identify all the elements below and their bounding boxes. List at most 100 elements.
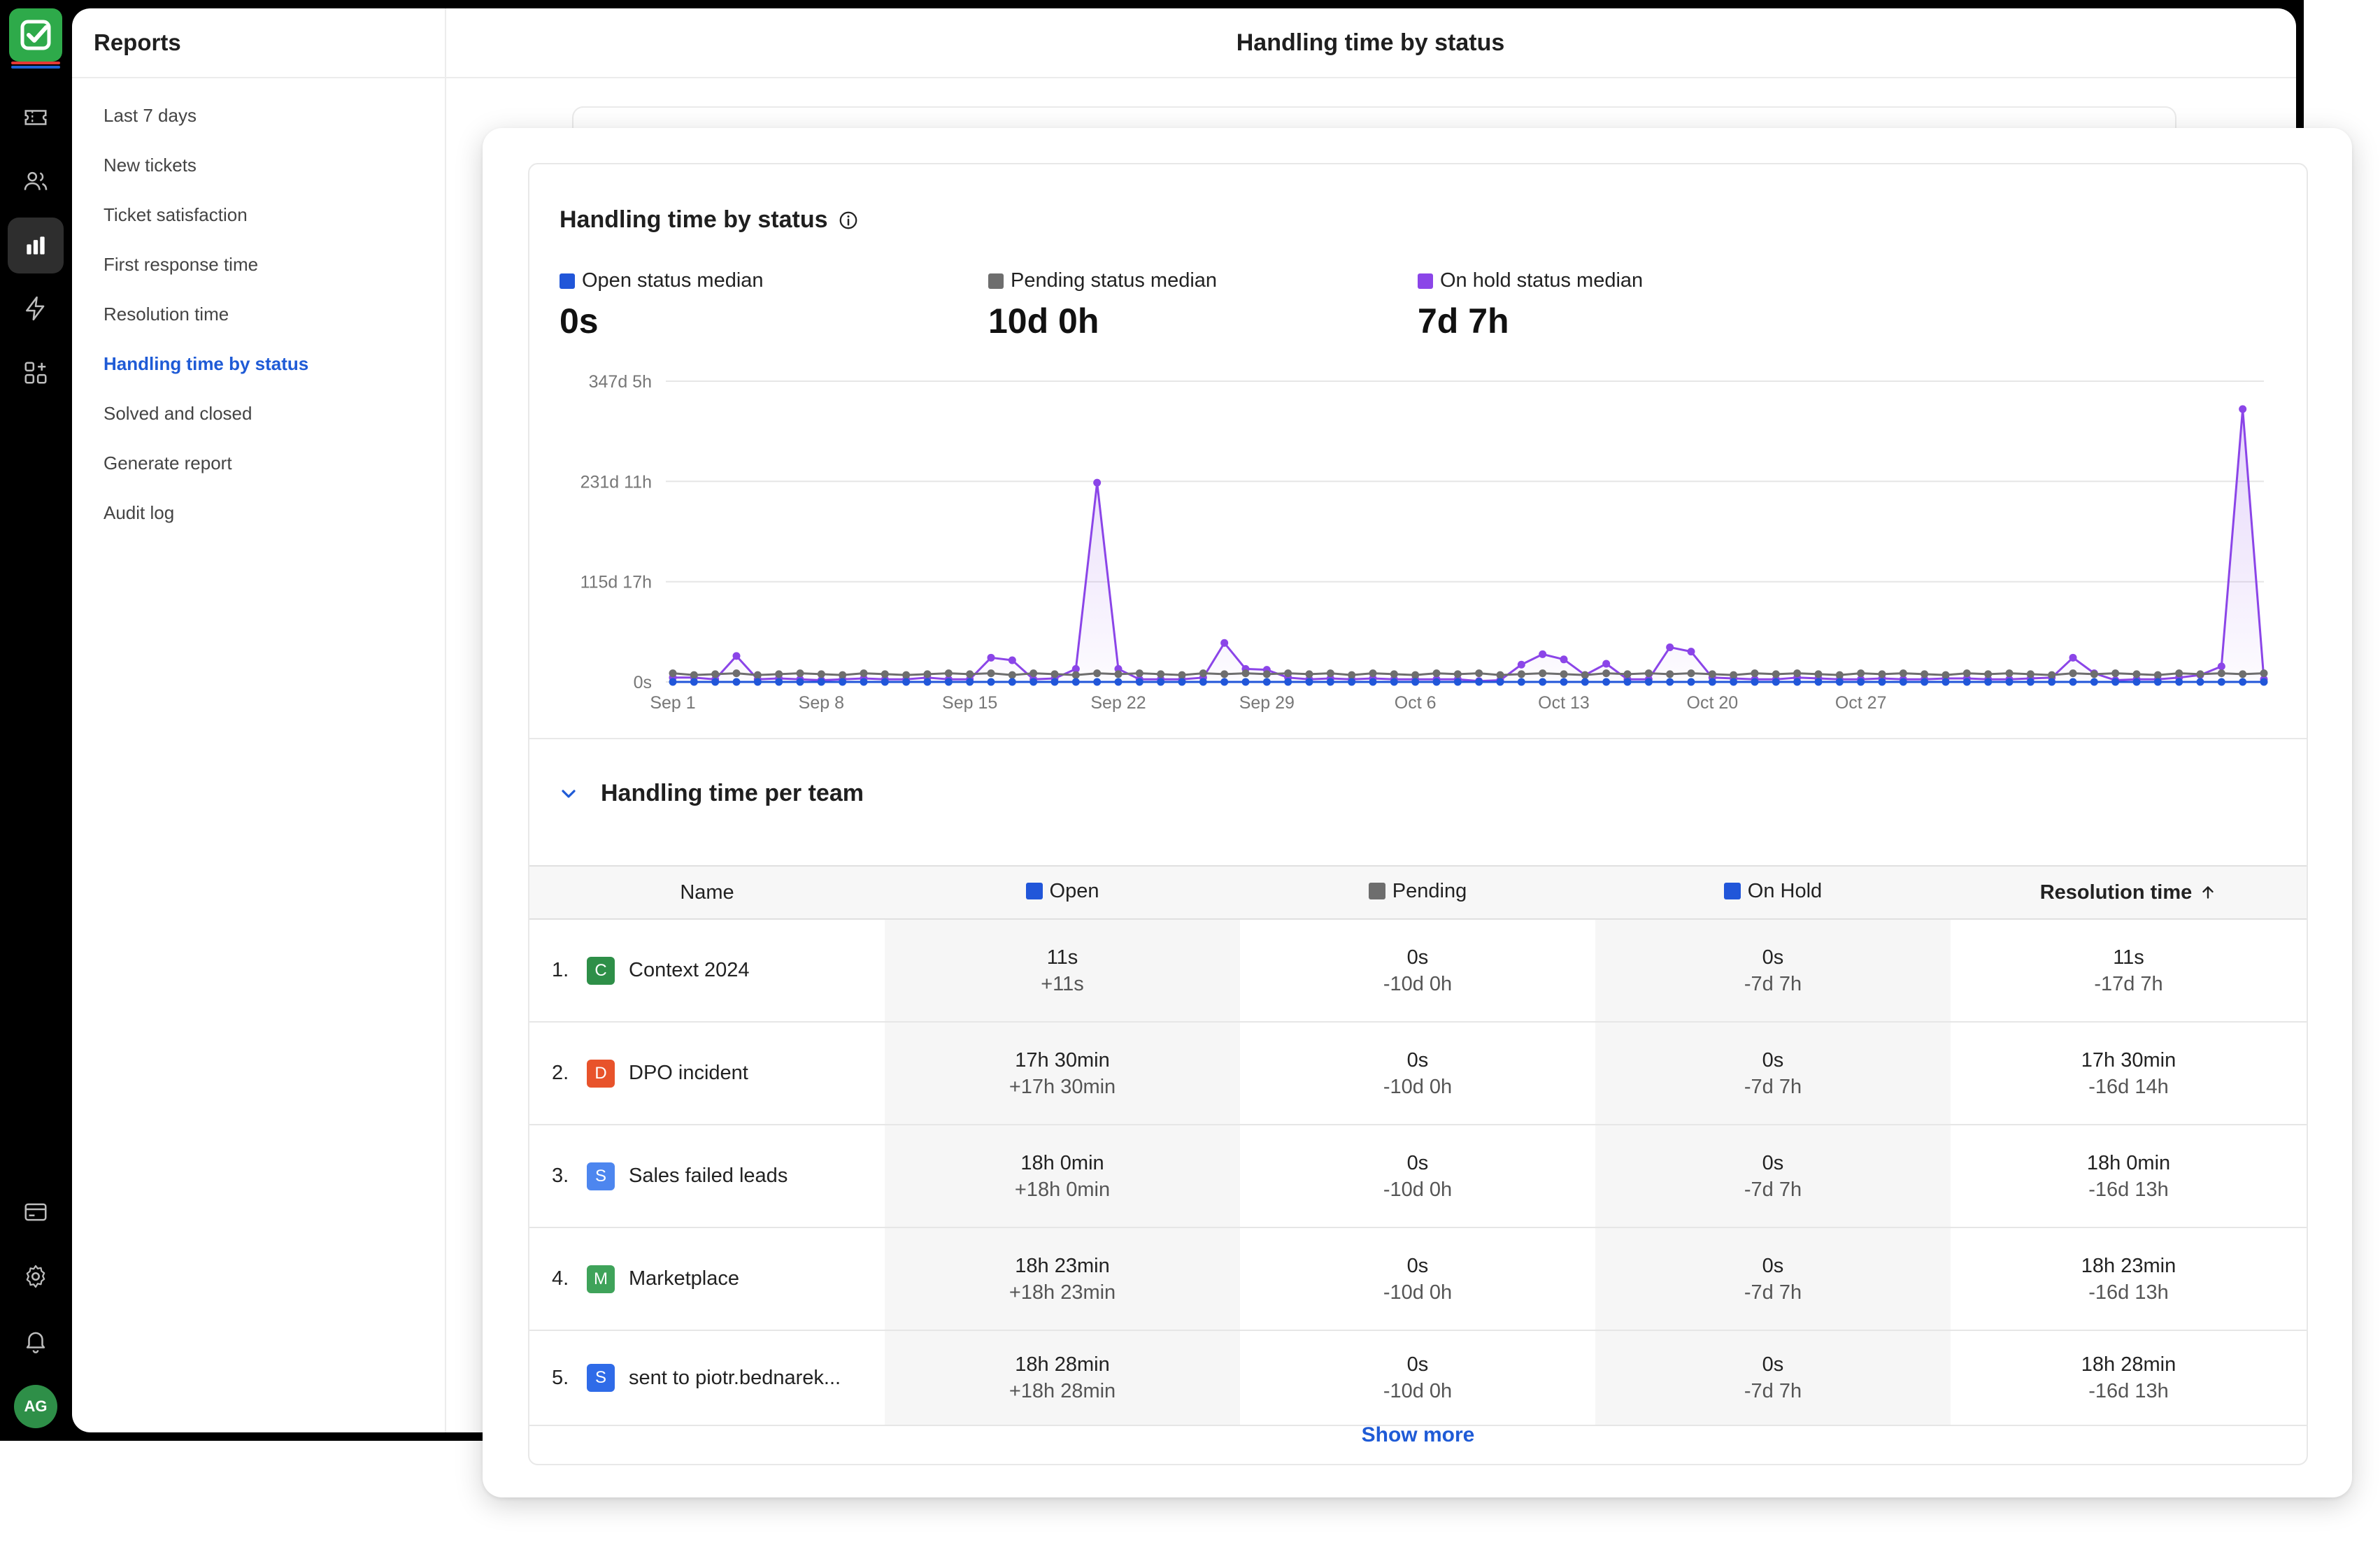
pending-data-point[interactable] [1602,669,1611,678]
on-hold-data-point[interactable] [1687,648,1695,656]
open-data-point[interactable] [1178,678,1186,686]
pending-data-point[interactable] [2260,669,2268,678]
open-data-point[interactable] [2196,678,2204,686]
on-hold-data-point[interactable] [1220,639,1229,647]
open-data-point[interactable] [881,678,889,686]
pending-data-point[interactable] [1199,669,1207,678]
open-data-point[interactable] [1878,678,1886,686]
open-data-point[interactable] [1751,678,1759,686]
pending-data-point[interactable] [775,670,783,678]
open-data-point[interactable] [1050,678,1059,686]
pending-data-point[interactable] [1687,669,1695,678]
nav-item-first-response-time[interactable]: First response time [104,254,259,275]
open-data-point[interactable] [1029,678,1038,686]
on-hold-data-point[interactable] [1093,478,1102,487]
open-data-point[interactable] [1666,678,1674,686]
pending-data-point[interactable] [1730,671,1738,679]
on-hold-data-point[interactable] [2239,405,2247,413]
open-data-point[interactable] [1623,678,1632,686]
open-data-point[interactable] [1517,678,1525,686]
open-data-point[interactable] [1305,678,1313,686]
open-data-point[interactable] [1687,678,1695,686]
pending-data-point[interactable] [2005,669,2014,678]
pending-data-point[interactable] [1008,671,1016,679]
pending-data-point[interactable] [2069,669,2077,678]
pending-data-point[interactable] [1453,670,1462,678]
pending-data-point[interactable] [2217,669,2225,678]
table-row[interactable]: 3. S Sales failed leads 18h 0min +18h 0min 0s… [529,1125,2307,1228]
open-data-point[interactable] [1921,678,1929,686]
col-on-hold[interactable]: On Hold [1595,865,1951,920]
pending-data-point[interactable] [1411,671,1420,679]
rail-users[interactable] [8,153,64,209]
pending-data-point[interactable] [1475,669,1483,678]
open-data-point[interactable] [2090,678,2098,686]
open-data-point[interactable] [1984,678,1993,686]
open-data-point[interactable] [1835,678,1844,686]
table-row[interactable]: 4. M Marketplace 18h 23min +18h 23min 0s -10d … [529,1227,2307,1331]
open-data-point[interactable] [1008,678,1016,686]
open-data-point[interactable] [1369,678,1377,686]
pending-data-point[interactable] [1751,669,1759,678]
pending-data-point[interactable] [1517,670,1525,678]
open-data-point[interactable] [2217,678,2225,686]
nav-item-new-tickets[interactable]: New tickets [104,155,197,176]
rail-apps[interactable] [8,345,64,401]
open-data-point[interactable] [1496,678,1504,686]
user-avatar[interactable]: AG [14,1385,57,1428]
pending-data-point[interactable] [839,671,847,679]
pending-data-point[interactable] [1708,670,1716,678]
pending-data-point[interactable] [944,669,953,678]
pending-data-point[interactable] [860,669,868,678]
pending-data-point[interactable] [732,669,741,678]
open-data-point[interactable] [1071,678,1080,686]
open-data-point[interactable] [1432,678,1441,686]
on-hold-data-point[interactable] [1666,643,1674,651]
pending-data-point[interactable] [1029,669,1038,678]
info-icon[interactable] [838,210,859,231]
pending-data-point[interactable] [1496,671,1504,679]
pending-data-point[interactable] [1305,670,1313,678]
pending-data-point[interactable] [966,670,974,678]
open-data-point[interactable] [1539,678,1547,686]
pending-data-point[interactable] [1581,671,1589,679]
open-data-point[interactable] [690,678,698,686]
open-data-point[interactable] [839,678,847,686]
open-data-point[interactable] [1644,678,1653,686]
pending-data-point[interactable] [1857,669,1865,678]
pending-data-point[interactable] [753,671,762,679]
table-row[interactable]: 2. D DPO incident 17h 30min +17h 30min 0s -10d… [529,1022,2307,1125]
app-logo[interactable] [9,8,62,62]
nav-item-last-7-days[interactable]: Last 7 days [104,105,197,126]
open-data-point[interactable] [1390,678,1398,686]
open-data-point[interactable] [775,678,783,686]
on-hold-data-point[interactable] [1539,650,1547,658]
rail-reports[interactable] [8,218,64,273]
open-data-point[interactable] [1114,678,1123,686]
open-data-point[interactable] [1602,678,1611,686]
pending-data-point[interactable] [902,671,911,679]
nav-item-solved-and-closed[interactable]: Solved and closed [104,403,252,424]
on-hold-data-point[interactable] [1517,660,1525,669]
nav-item-ticket-satisfaction[interactable]: Ticket satisfaction [104,204,248,225]
open-data-point[interactable] [2111,678,2120,686]
pending-data-point[interactable] [690,671,698,679]
pending-data-point[interactable] [1814,670,1823,678]
open-data-point[interactable] [1135,678,1143,686]
open-data-point[interactable] [1411,678,1420,686]
pending-data-point[interactable] [1878,670,1886,678]
pending-data-point[interactable] [1644,669,1653,678]
pending-data-point[interactable] [1560,670,1568,678]
pending-data-point[interactable] [1157,670,1165,678]
open-data-point[interactable] [1772,678,1780,686]
on-hold-data-point[interactable] [2069,653,2077,662]
team-name[interactable]: DPO incident [629,1062,748,1084]
open-data-point[interactable] [860,678,868,686]
open-data-point[interactable] [2026,678,2035,686]
team-name[interactable]: Context 2024 [629,959,750,981]
on-hold-data-point[interactable] [1602,660,1611,668]
pending-data-point[interactable] [669,669,677,678]
rail-automations[interactable] [8,280,64,336]
open-data-point[interactable] [796,678,804,686]
